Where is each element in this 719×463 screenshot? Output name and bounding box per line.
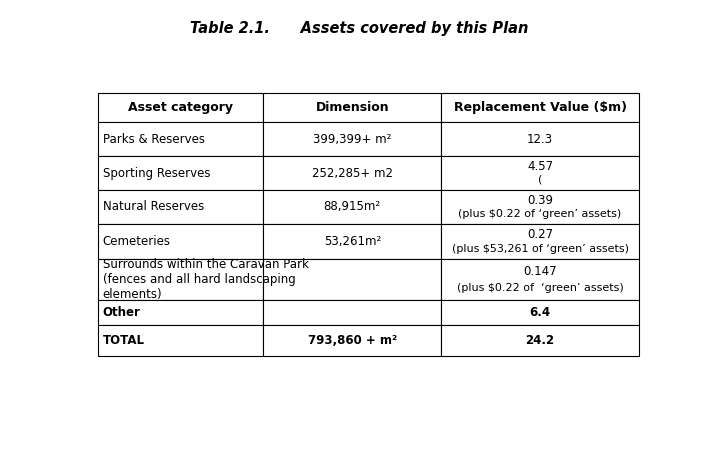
- Bar: [99, 300, 263, 325]
- Bar: [263, 122, 441, 156]
- Text: Dimension: Dimension: [316, 101, 389, 114]
- Text: 88,915m²: 88,915m²: [324, 200, 381, 213]
- Bar: [263, 224, 441, 259]
- Bar: [441, 122, 638, 156]
- Text: (: (: [538, 175, 542, 185]
- Bar: [99, 93, 263, 122]
- Text: 6.4: 6.4: [529, 307, 551, 319]
- Bar: [263, 93, 441, 122]
- Bar: [99, 190, 263, 224]
- Bar: [263, 259, 441, 300]
- Bar: [441, 156, 638, 190]
- Bar: [263, 300, 441, 325]
- Text: 793,860 + m²: 793,860 + m²: [308, 334, 397, 347]
- Text: 4.57: 4.57: [527, 160, 553, 173]
- Text: Table 2.1.      Assets covered by this Plan: Table 2.1. Assets covered by this Plan: [191, 21, 528, 36]
- Text: Replacement Value ($m): Replacement Value ($m): [454, 101, 626, 114]
- Text: 0.147: 0.147: [523, 265, 557, 278]
- Text: 24.2: 24.2: [526, 334, 554, 347]
- Bar: [99, 325, 263, 356]
- Text: Asset category: Asset category: [128, 101, 233, 114]
- Text: (plus $0.22 of  ‘green’ assets): (plus $0.22 of ‘green’ assets): [457, 283, 623, 293]
- Bar: [441, 300, 638, 325]
- Bar: [263, 325, 441, 356]
- Text: 0.39: 0.39: [527, 194, 553, 206]
- Bar: [99, 122, 263, 156]
- Bar: [263, 156, 441, 190]
- Text: TOTAL: TOTAL: [103, 334, 145, 347]
- Text: 252,285+ m2: 252,285+ m2: [312, 167, 393, 180]
- Bar: [99, 259, 263, 300]
- Text: Natural Reserves: Natural Reserves: [103, 200, 204, 213]
- Text: Surrounds within the Caravan Park
(fences and all hard landscaping
elements): Surrounds within the Caravan Park (fence…: [103, 258, 308, 301]
- Text: 399,399+ m²: 399,399+ m²: [313, 133, 391, 146]
- Bar: [441, 325, 638, 356]
- Bar: [441, 190, 638, 224]
- Bar: [263, 190, 441, 224]
- Text: Cemeteries: Cemeteries: [103, 235, 170, 248]
- Text: 12.3: 12.3: [527, 133, 553, 146]
- Bar: [441, 93, 638, 122]
- Bar: [99, 156, 263, 190]
- Text: Parks & Reserves: Parks & Reserves: [103, 133, 205, 146]
- Bar: [441, 259, 638, 300]
- Bar: [99, 224, 263, 259]
- Text: 53,261m²: 53,261m²: [324, 235, 381, 248]
- Text: (plus $53,261 of ‘green’ assets): (plus $53,261 of ‘green’ assets): [452, 244, 628, 254]
- Text: (plus $0.22 of ‘green’ assets): (plus $0.22 of ‘green’ assets): [459, 209, 622, 219]
- Text: Sporting Reserves: Sporting Reserves: [103, 167, 210, 180]
- Bar: [441, 224, 638, 259]
- Text: 0.27: 0.27: [527, 228, 553, 241]
- Text: Other: Other: [103, 307, 141, 319]
